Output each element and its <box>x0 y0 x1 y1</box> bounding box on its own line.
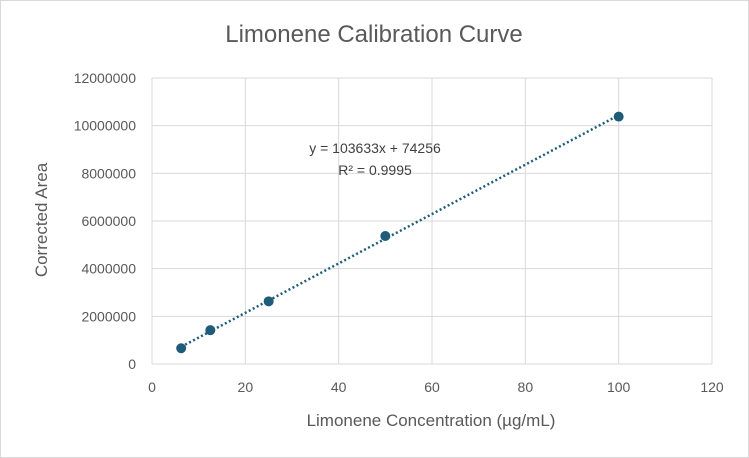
x-tick-label: 40 <box>331 379 347 395</box>
data-point <box>380 231 391 242</box>
y-tick-label: 10000000 <box>74 118 137 134</box>
gridlines <box>151 77 713 365</box>
y-tick-label: 2000000 <box>81 308 136 324</box>
data-point <box>613 111 624 122</box>
data-point <box>176 343 187 354</box>
y-tick-label: 6000000 <box>81 213 136 229</box>
y-tick-label: 8000000 <box>81 165 136 181</box>
y-tick-label: 12000000 <box>74 70 137 86</box>
x-axis-title: Limonene Concentration (µg/mL) <box>307 411 556 430</box>
data-point <box>205 325 216 336</box>
x-tick-label: 80 <box>518 379 534 395</box>
x-axis-tick-labels: 0 20 40 60 80 100 120 <box>148 379 724 395</box>
y-tick-label: 4000000 <box>81 261 136 277</box>
x-tick-label: 0 <box>148 379 156 395</box>
trendline-group <box>180 114 620 348</box>
trendline-r-squared: R² = 0.9995 <box>338 162 412 178</box>
trendline <box>180 114 620 348</box>
x-tick-label: 60 <box>424 379 440 395</box>
x-tick-label: 120 <box>700 379 724 395</box>
y-axis-tick-labels: 0 2000000 4000000 6000000 8000000 10000000 120… <box>74 70 137 372</box>
x-tick-label: 20 <box>238 379 254 395</box>
chart-title: Limonene Calibration Curve <box>225 21 523 48</box>
data-point <box>263 296 274 307</box>
trendline-equation: y = 103633x + 74256 <box>309 140 441 156</box>
y-tick-label: 0 <box>128 356 136 372</box>
y-axis-title: Corrected Area <box>32 162 51 277</box>
x-tick-label: 100 <box>607 379 631 395</box>
data-points <box>176 111 624 354</box>
